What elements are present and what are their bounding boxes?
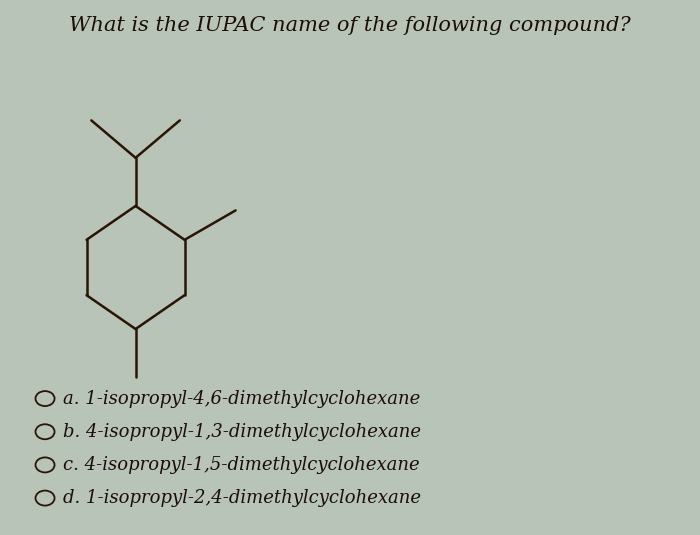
- Text: b. 4-isopropyl-1,3-dimethylcyclohexane: b. 4-isopropyl-1,3-dimethylcyclohexane: [63, 423, 421, 441]
- Text: c. 4-isopropyl-1,5-dimethylcyclohexane: c. 4-isopropyl-1,5-dimethylcyclohexane: [63, 456, 419, 474]
- Text: What is the IUPAC name of the following compound?: What is the IUPAC name of the following …: [69, 16, 631, 35]
- Text: d. 1-isopropyl-2,4-dimethylcyclohexane: d. 1-isopropyl-2,4-dimethylcyclohexane: [63, 489, 421, 507]
- Text: a. 1-isopropyl-4,6-dimethylcyclohexane: a. 1-isopropyl-4,6-dimethylcyclohexane: [63, 389, 420, 408]
